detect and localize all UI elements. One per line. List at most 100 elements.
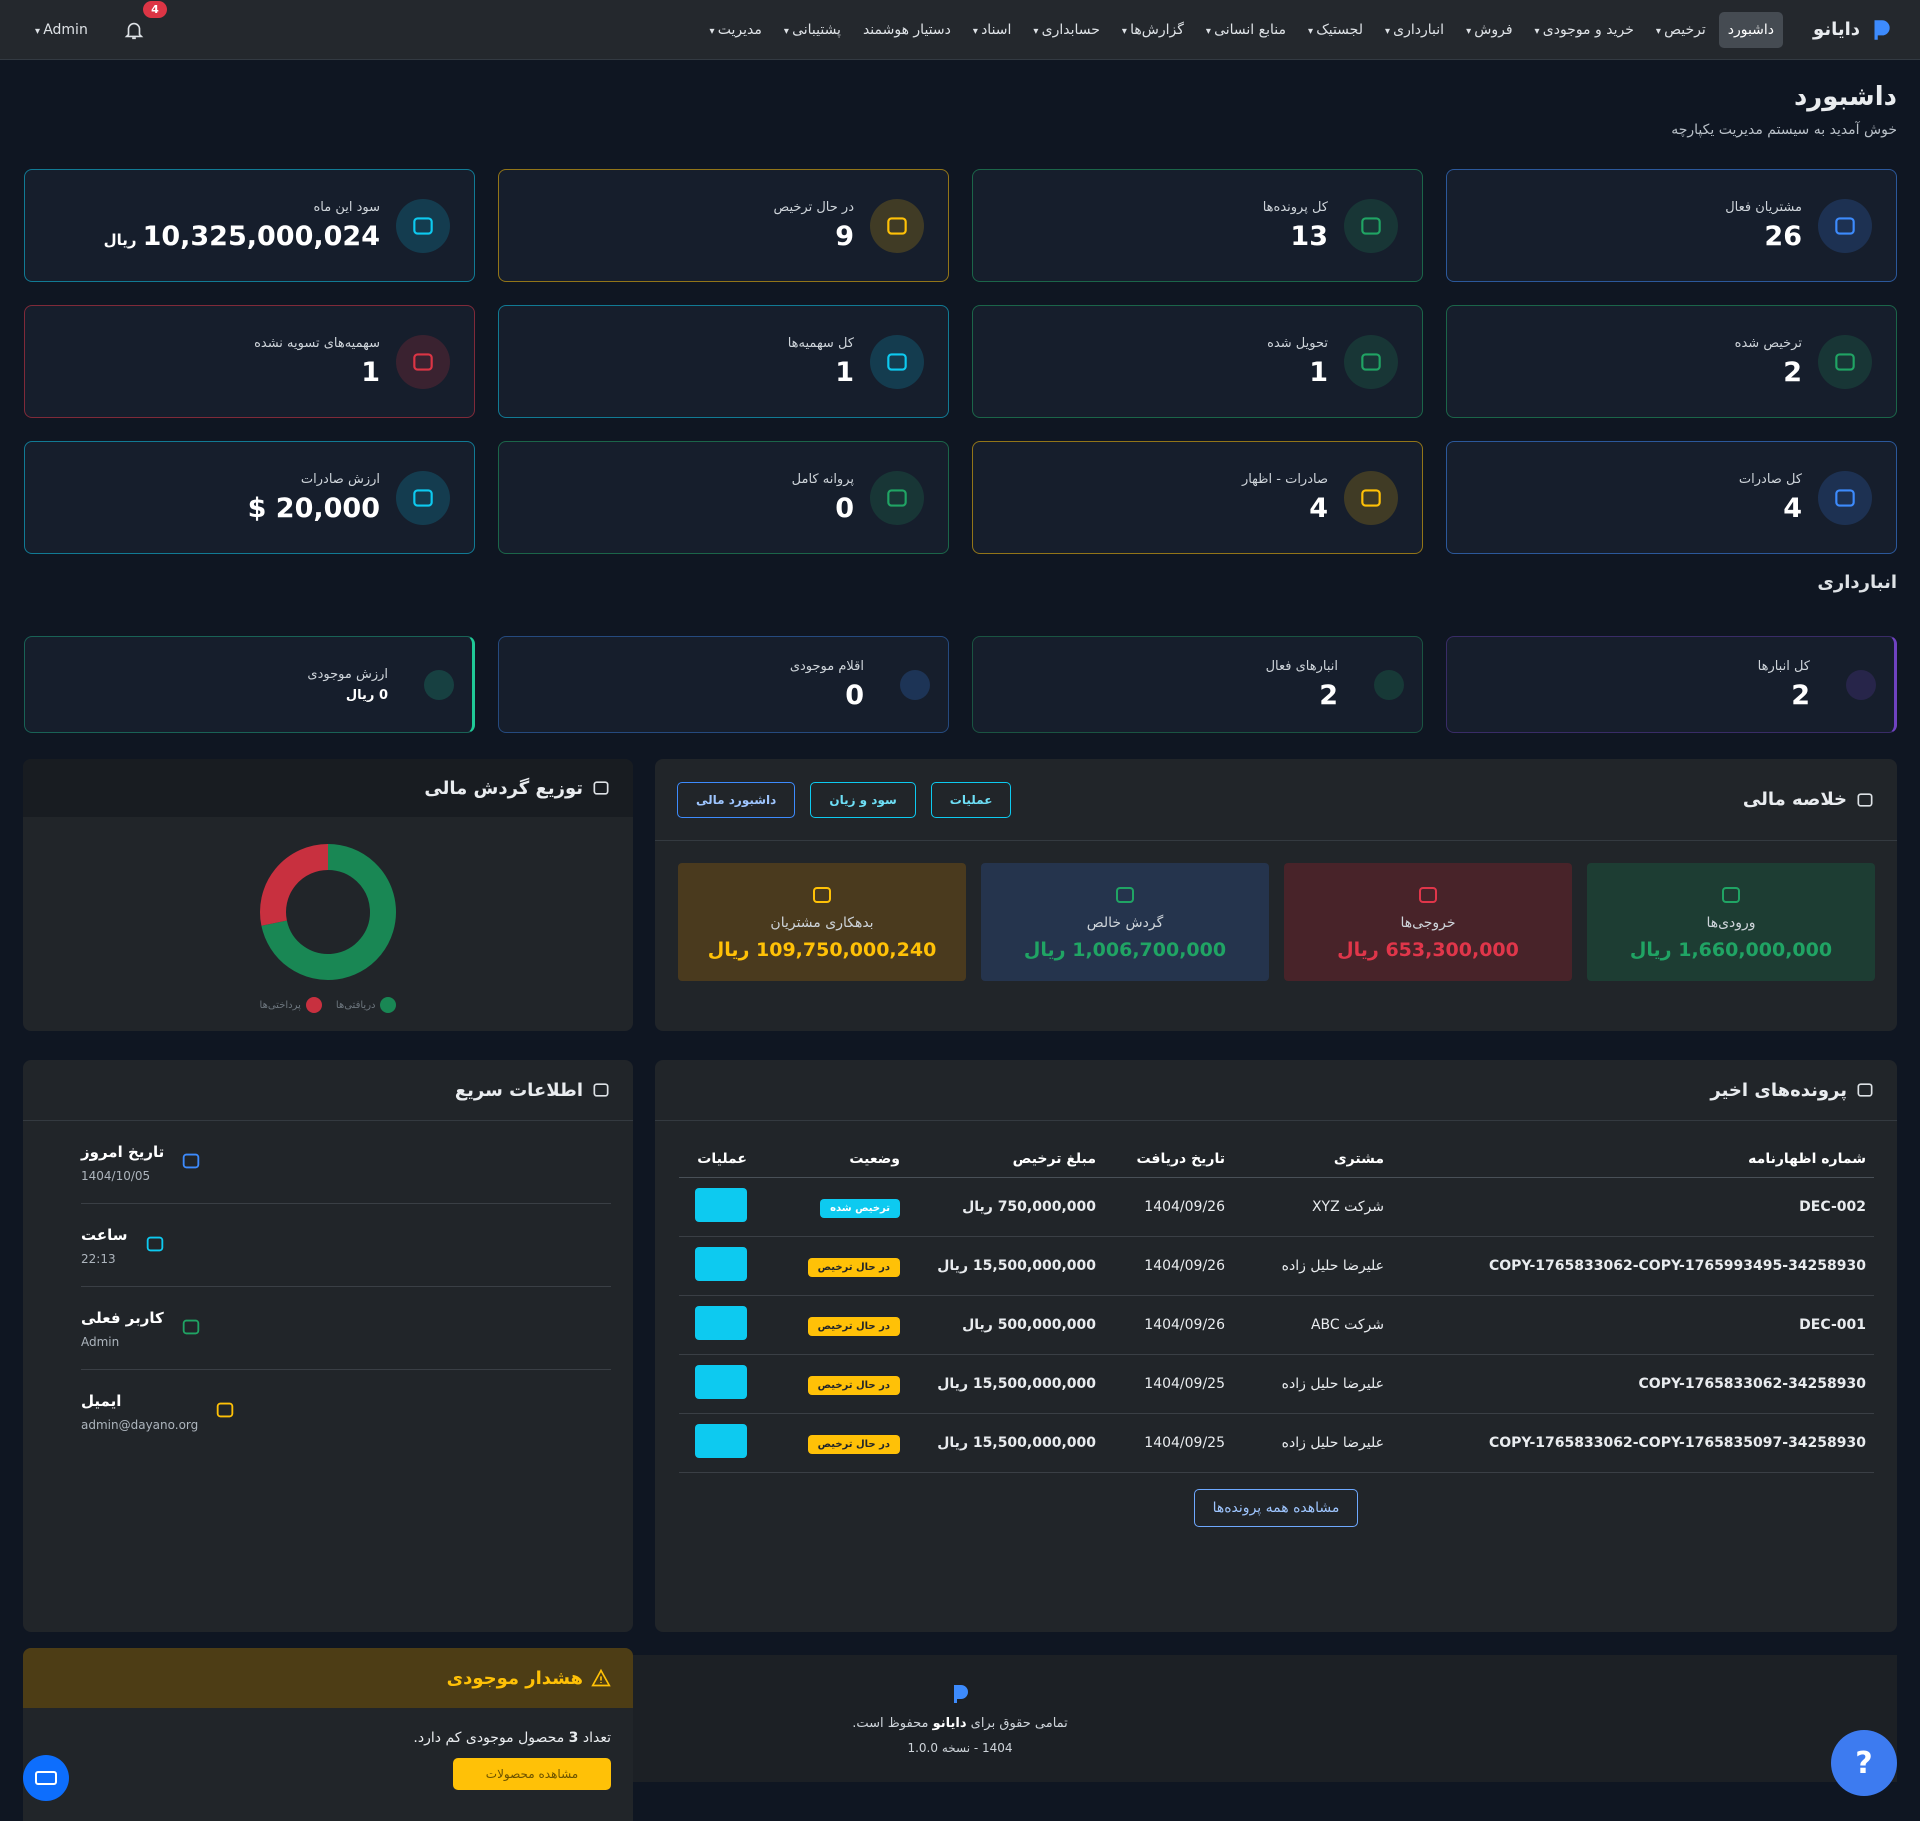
nav-item[interactable]: لجستیک (1299, 12, 1372, 48)
view-button[interactable] (695, 1188, 747, 1222)
warehouse-grid: کل انبارها 2 انبارهای فعال 2 اقلام موجودی 0 ار… (23, 636, 1897, 733)
warning-icon (591, 1668, 611, 1687)
nav-item[interactable]: داشبورد (1718, 11, 1784, 48)
table-cell: در حال ترخیص (755, 1236, 908, 1296)
info-label: ایمیل (81, 1392, 122, 1410)
status-pill: در حال ترخیص (807, 1317, 900, 1336)
table-cell (679, 1295, 755, 1355)
view-button[interactable] (695, 1247, 747, 1281)
nav-item[interactable]: ترخیص (1647, 12, 1715, 48)
stat-value: 9 (774, 221, 854, 252)
table-cell: COPY-1765833062-COPY-1765835097-34258930 (1392, 1413, 1874, 1473)
finance-card: خروجی‌ها 653,300,000 ریال (1284, 863, 1572, 981)
chart-body: دریافتی‌ها پرداختی‌ها (23, 817, 633, 1013)
stat-text: ارزش صادرات 20,000 $ (248, 472, 380, 524)
glyph-shape (217, 1402, 234, 1418)
warning-shape (591, 1668, 611, 1687)
donut-segment (261, 844, 396, 980)
keyboard-button[interactable] (23, 1755, 69, 1801)
table-cell: COPY-1765833062-34258930 (1392, 1354, 1874, 1414)
glyph-shape (887, 352, 907, 371)
tab[interactable]: داشبورد مالی (677, 781, 796, 818)
user-menu[interactable]: Admin (26, 12, 97, 48)
glyph-shape (813, 887, 831, 903)
copyright-text: محفوظ است. (852, 1716, 929, 1731)
panel-header: توزیع گردش مالی (23, 759, 633, 817)
stock-alert: هشدار موجودی تعداد 3 محصول موجودی کم دارد… (23, 1648, 633, 1821)
tab[interactable]: سود و زیان (810, 781, 916, 818)
info-text: ساعت 22:13 (81, 1226, 128, 1266)
nav-item[interactable]: پشتیبانی (775, 12, 850, 48)
info-label: کاربر فعلی (81, 1309, 164, 1327)
navbar: دایانو داشبوردترخیصخرید و موجودیفروشانبار… (0, 0, 1920, 60)
stat-icon (870, 470, 924, 525)
nav-item[interactable]: حسابداری (1024, 12, 1108, 48)
glyph-shape (1361, 488, 1381, 507)
stat-unit: ریال (103, 230, 137, 249)
stat-label: ارزش صادرات (300, 471, 380, 487)
warehouse-icon (424, 669, 454, 700)
panel-title: خلاصه مالی (1742, 789, 1847, 810)
status-pill: در حال ترخیص (807, 1376, 900, 1395)
nav-item[interactable]: انبارداری (1376, 12, 1453, 48)
warehouse-text: کل انبارها 2 (1758, 659, 1810, 711)
view-button[interactable] (695, 1306, 747, 1340)
nav-item[interactable]: دستیار هوشمند (862, 21, 951, 38)
stat-icon (1344, 334, 1398, 389)
warehouse-card: اقلام موجودی 0 (498, 636, 949, 733)
stat-number: 13 (1290, 220, 1328, 252)
stat-number: 10,325,000,024 (142, 220, 380, 252)
help-button[interactable]: ? (1831, 1730, 1897, 1796)
alert-text: محصول موجودی کم دارد. (413, 1730, 565, 1746)
glyph-shape (1857, 792, 1873, 807)
table-cell: علیرضا حلیل زاده (1233, 1354, 1392, 1414)
stat-card: کل پرونده‌ها 13 (972, 169, 1423, 282)
info-label: ساعت (81, 1226, 128, 1244)
icon-glyph (887, 352, 907, 371)
tab[interactable]: عملیات (930, 781, 1012, 818)
stat-text: کل صادرات 4 (1739, 472, 1802, 524)
panel-title: اطلاعات سریع (454, 1079, 583, 1101)
stat-icon (396, 334, 450, 389)
table-cell: علیرضا حلیل زاده (1233, 1413, 1392, 1473)
info-item: تاریخ امروز 1404/10/05 (81, 1121, 611, 1204)
glyph-shape (182, 1319, 200, 1335)
stat-icon (1818, 334, 1872, 389)
copyright-brand: دایانو (932, 1716, 967, 1731)
nav-item[interactable]: اسناد (964, 12, 1021, 48)
nav-item[interactable]: فروش (1457, 12, 1521, 48)
notification-badge: 4 (143, 0, 167, 18)
stat-card: سود این ماه 10,325,000,024 ریال (24, 169, 475, 282)
view-button[interactable] (695, 1365, 747, 1399)
stat-number: 2 (1783, 356, 1802, 388)
icon-glyph (1419, 887, 1437, 903)
nav-item[interactable]: مدیریت (701, 12, 771, 48)
nav-item[interactable]: گزارش‌ها (1113, 12, 1193, 48)
table-cell: DEC-001 (1392, 1295, 1874, 1355)
icon-glyph (146, 1236, 163, 1252)
finance-label: خروجی‌ها (1400, 915, 1456, 931)
notification-bell[interactable]: 4 (123, 0, 167, 41)
stat-icon (870, 334, 924, 389)
view-button[interactable] (695, 1424, 747, 1458)
nav-item[interactable]: خرید و موجودی (1526, 12, 1643, 48)
stat-number: 9 (835, 220, 854, 252)
section-title: انبارداری (1817, 572, 1897, 593)
page-title: داشبورد (1793, 82, 1897, 112)
view-all-button[interactable]: مشاهده همه پرونده‌ها (1193, 1489, 1359, 1527)
recent-table: شماره اظهارنامه مشتری تاریخ دریافت مبلغ ترخ… (679, 1139, 1874, 1473)
icon-glyph (217, 1402, 234, 1418)
alert-button[interactable]: مشاهده محصولات (453, 1758, 611, 1790)
icon-glyph (183, 1153, 200, 1169)
stat-text: کل سهمیه‌ها 1 (788, 336, 854, 388)
nav-item[interactable]: منابع انسانی (1197, 12, 1295, 48)
table-header: تاریخ دریافت (1104, 1139, 1233, 1178)
brand-name: دایانو (1813, 19, 1860, 40)
info-item: کاربر فعلی Admin (81, 1287, 611, 1370)
stat-label: کل سهمیه‌ها (787, 335, 854, 351)
donut-chart (260, 844, 396, 980)
info-list: تاریخ امروز 1404/10/05 ساعت 22:13 کاربر فعلی… (23, 1121, 633, 1452)
table-cell: 500,000,000 ریال (908, 1295, 1104, 1355)
stat-value: 4 (1739, 493, 1802, 524)
